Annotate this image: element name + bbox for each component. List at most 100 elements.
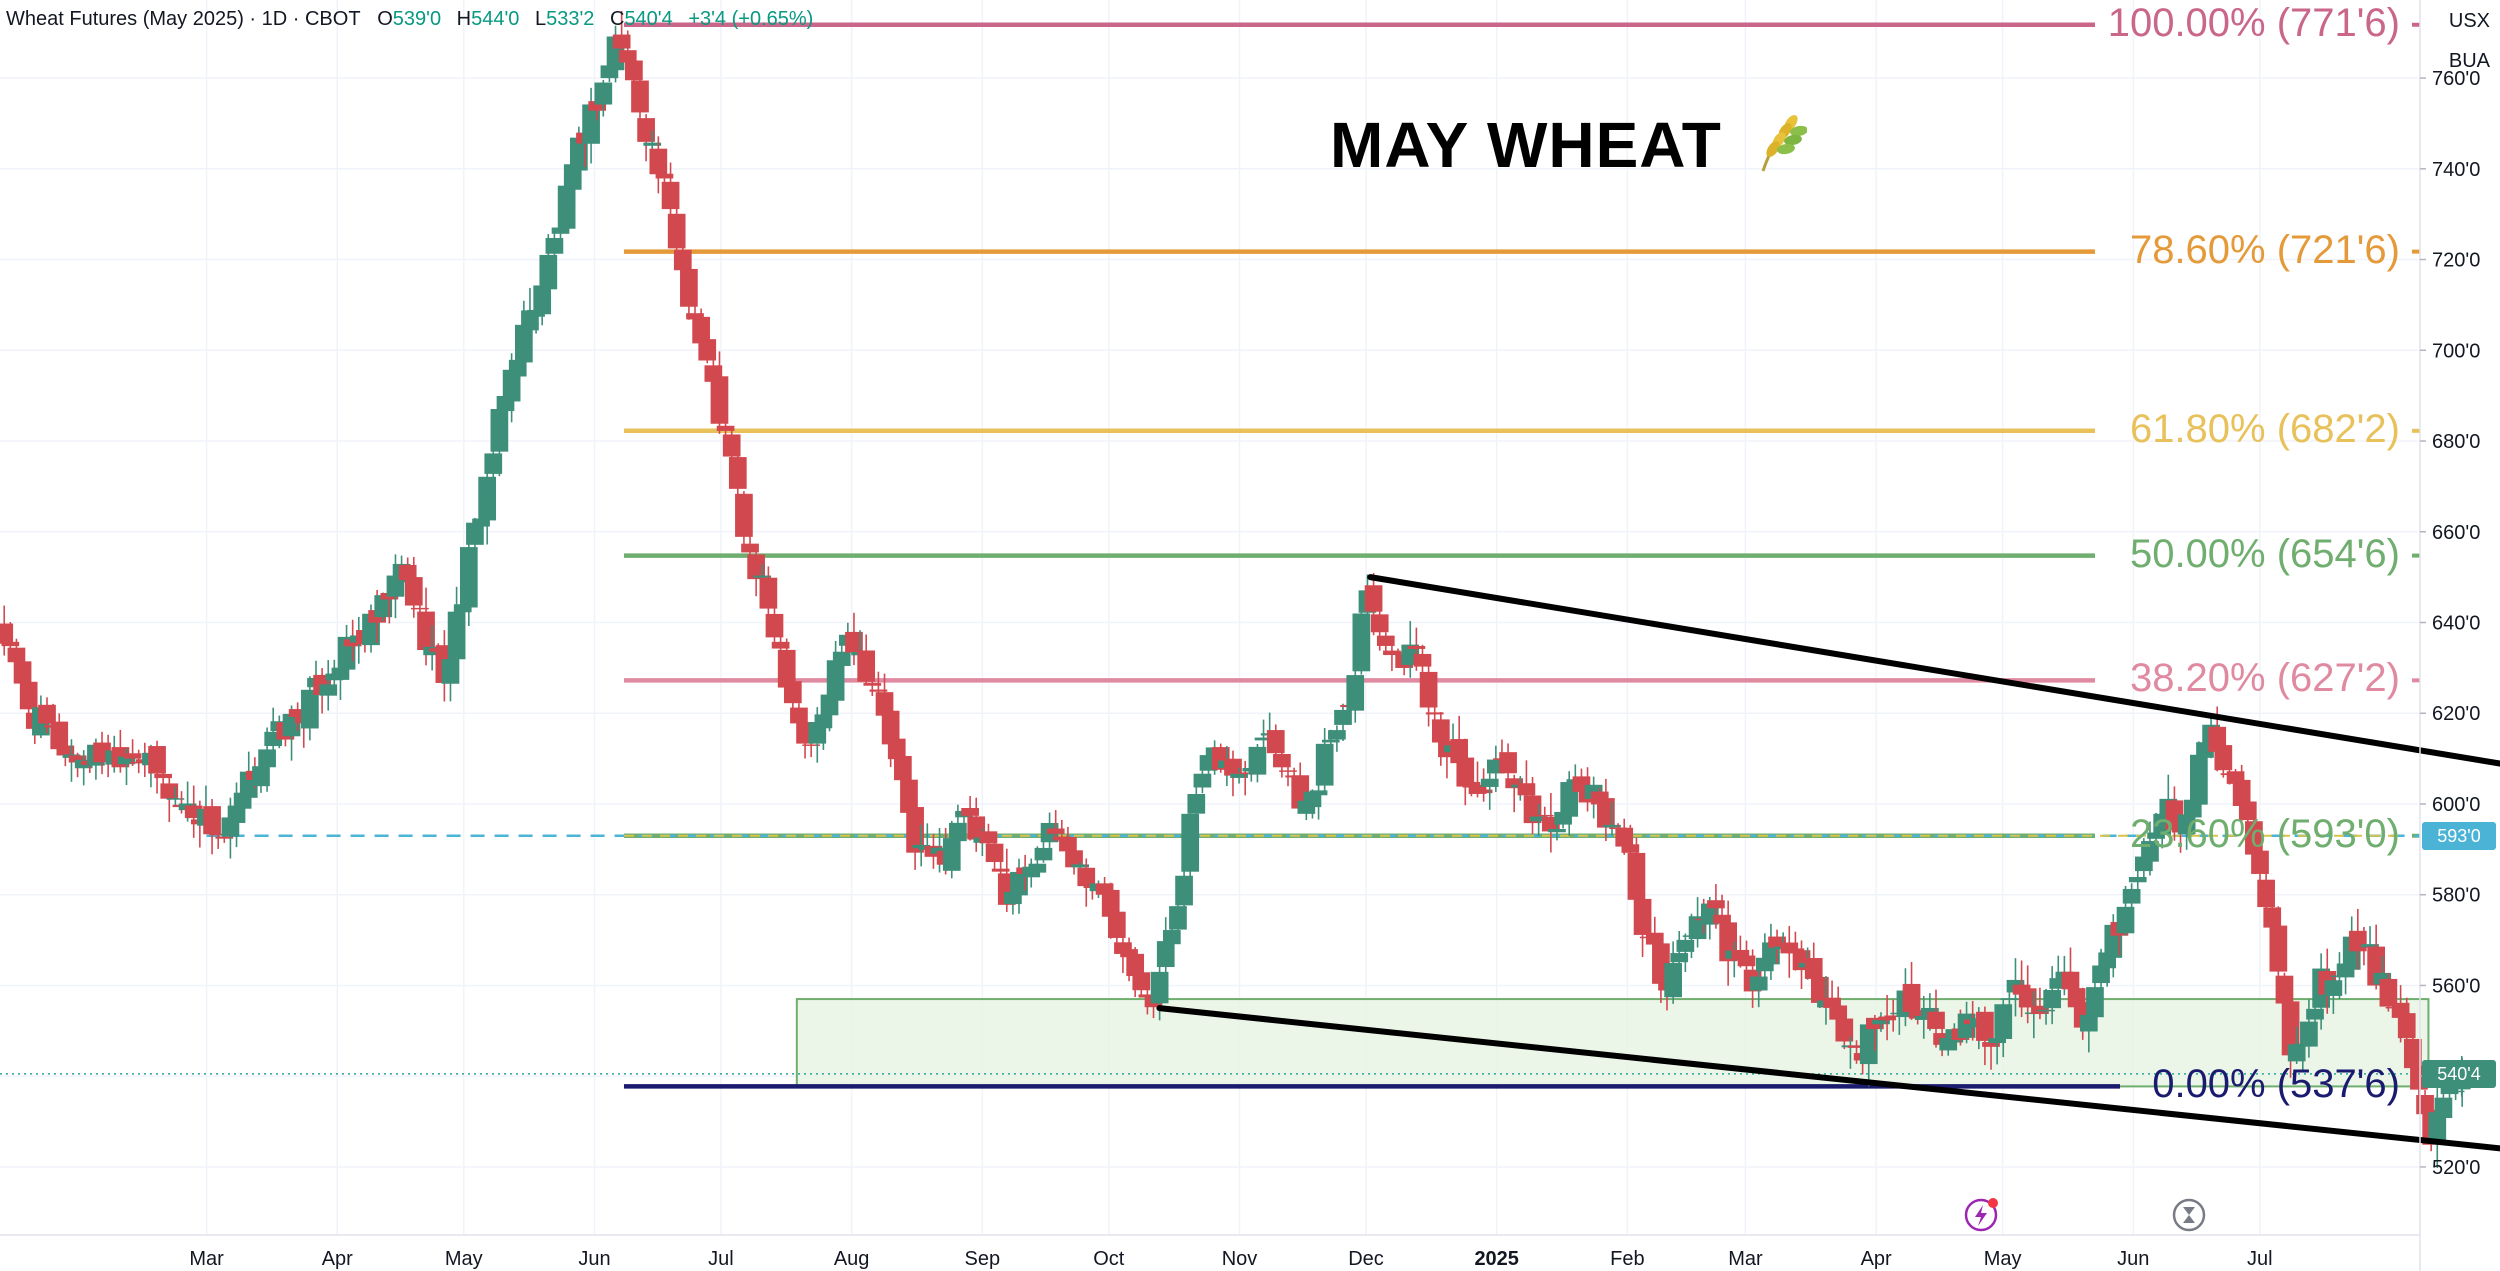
candle-body [1193, 773, 1212, 788]
candle-body [1633, 898, 1652, 935]
month-label: Jun [578, 1248, 610, 1270]
candle-body [19, 681, 38, 710]
candle-body [1878, 1016, 1896, 1021]
candle-body [1352, 613, 1371, 672]
candle-body [1370, 614, 1389, 633]
open-value: 539'0 [392, 8, 442, 30]
candle-body [1187, 793, 1206, 814]
candle-body [1389, 651, 1407, 654]
candle-body [1908, 1010, 1927, 1019]
candle-body [466, 522, 484, 545]
candle-body [545, 237, 564, 254]
candle-body [1988, 1038, 2006, 1044]
candle-body [404, 577, 423, 606]
candle-body [1303, 791, 1322, 808]
month-label: Jul [708, 1248, 734, 1270]
candle-body [637, 118, 655, 142]
lightning-badge-icon[interactable] [1962, 1196, 2000, 1239]
candle-body [1254, 737, 1273, 741]
candle-body [667, 213, 686, 249]
fib-level-label: 78.60% (721'6) [2129, 227, 2400, 272]
candle-body [2403, 1038, 2422, 1069]
candle-body [1474, 789, 1493, 794]
candle-body [2263, 907, 2282, 928]
candle-body [1107, 911, 1126, 938]
price-tick-label: 520'0 [2432, 1157, 2480, 1179]
candle-body [887, 738, 906, 760]
candle-body [7, 647, 26, 663]
candle-body [991, 868, 1010, 872]
candle-body [2397, 1013, 2416, 1039]
price-axis[interactable]: 520'0540'0560'0580'0600'0620'0640'0660'0… [2419, 0, 2480, 1271]
candle-body [2446, 1090, 2465, 1093]
candle-body [1829, 1005, 1848, 1020]
candle-body [2434, 1097, 2453, 1119]
candle-body [2238, 801, 2257, 821]
candle-body [50, 721, 69, 750]
symbol-title: Wheat Futures (May 2025) · 1D · CBOT [6, 8, 361, 30]
candle-body [1059, 837, 1077, 852]
candle-body [2049, 978, 2068, 989]
candle-body [1364, 585, 1383, 612]
price-tick-label: 580'0 [2432, 885, 2480, 907]
hourglass-badge-icon[interactable] [2172, 1198, 2206, 1237]
candle-body [790, 707, 808, 724]
candle-body [1407, 645, 1426, 649]
candle-body [1156, 941, 1175, 968]
currency-unit[interactable]: USX [2448, 10, 2490, 32]
candle-body [1224, 758, 1242, 776]
quantity-unit[interactable]: BUA [2448, 50, 2490, 72]
candle-body [1737, 955, 1756, 967]
candle-body [1114, 942, 1132, 954]
change-value: +3'4 (+0.65%) [688, 8, 814, 30]
candle-body [288, 709, 307, 718]
time-axis[interactable]: Mar Apr May Jun Jul Aug Sep Oct Nov Dec 2025 Feb Mar… [0, 1234, 2420, 1270]
candle-body [1425, 712, 1444, 715]
candle-body [514, 324, 533, 363]
candle-body [2141, 841, 2159, 862]
candle-body [166, 798, 185, 800]
candle-body [38, 704, 56, 724]
candle-body [906, 807, 924, 853]
candle-body [649, 148, 668, 175]
candle-body [1804, 958, 1823, 979]
candle-body [1126, 953, 1145, 977]
fib-level-label: 0.00% (537'6) [2152, 1062, 2400, 1107]
candle-body [686, 313, 704, 320]
candle-body [949, 822, 967, 842]
candle-body [117, 756, 136, 765]
candle-body [1707, 900, 1725, 909]
candle-body [985, 843, 1004, 863]
candle-body [716, 425, 735, 431]
candle-body [2061, 971, 2080, 990]
candle-body [1859, 1024, 1878, 1065]
candle-body [2251, 850, 2269, 874]
candle-body [1664, 963, 1682, 998]
candle-body [1101, 889, 1120, 917]
candle-body [1927, 1011, 1945, 1029]
candle-body [557, 185, 576, 229]
candle-body [1346, 675, 1365, 711]
month-label: Oct [1093, 1248, 1125, 1270]
candle-body [2043, 989, 2062, 1009]
candle-body [863, 683, 882, 686]
candle-body [1627, 852, 1646, 900]
candle-body [2190, 754, 2208, 805]
month-label: Apr [322, 1248, 353, 1270]
candle-body [331, 667, 350, 680]
candle-body [728, 457, 747, 489]
candle-body [1413, 653, 1432, 667]
candle-body [741, 543, 759, 553]
candle-body [777, 649, 796, 688]
candle-body [1, 641, 20, 647]
candle-body [2379, 978, 2398, 1007]
candle-body [1279, 770, 1297, 772]
candle-body [1603, 824, 1621, 828]
candle-body [759, 577, 778, 609]
candle-body [722, 434, 741, 457]
candle-body [447, 611, 466, 660]
wheat-icon [1755, 113, 1808, 188]
candle-body [148, 746, 166, 774]
candle-body [1847, 1045, 1866, 1048]
